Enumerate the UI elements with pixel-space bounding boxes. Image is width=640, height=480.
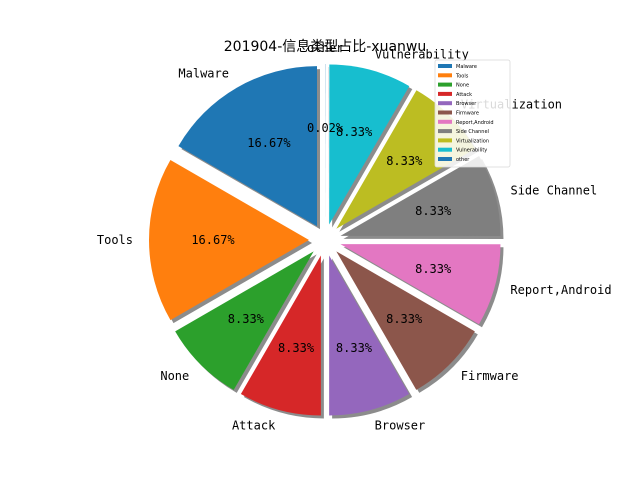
legend-swatch-firmware <box>438 110 452 115</box>
legend-label-side-channel: Side Channel <box>456 129 489 135</box>
slice-none <box>175 251 314 390</box>
percentage-labels: 16.67% 16.67% 8.33% 8.33% 8.33% 8.33% 8.33% 8.3… <box>191 121 452 355</box>
legend-label-browser: Browser <box>456 101 477 107</box>
legend-label-tools: Tools <box>455 73 469 79</box>
slice-side-channel <box>340 155 501 236</box>
legend-label-vulnerability: Vulnerability <box>456 148 487 154</box>
pct-label-virtualization: 8.33% <box>386 154 423 168</box>
legend-swatch-virtualization <box>438 138 452 143</box>
legend-box <box>434 59 511 168</box>
slice-firmware <box>336 251 475 390</box>
pct-label-tools: 16.67% <box>191 233 235 247</box>
legend-swatch-tools <box>438 73 452 78</box>
legend-swatch-other <box>438 157 452 161</box>
legend-label-virtualization: Virtualization <box>456 138 489 144</box>
legend-label-malware: Malware <box>456 64 477 70</box>
pct-label-report-android: 8.33% <box>415 262 452 276</box>
legend-swatch-report-android <box>438 119 452 124</box>
slice-report-android <box>340 244 501 325</box>
category-label-tools: Tools <box>97 233 133 247</box>
legend-swatch-vulnerability <box>438 147 452 152</box>
legend-label-other: other <box>456 157 470 163</box>
pct-label-browser: 8.33% <box>336 341 373 355</box>
legend-swatch-attack <box>438 91 452 96</box>
category-label-malware: Malware <box>178 67 229 81</box>
pct-label-none: 8.33% <box>228 312 265 326</box>
category-label-side-channel: Side Channel <box>510 183 597 197</box>
category-label-none: None <box>160 369 189 383</box>
slice-browser <box>329 255 410 416</box>
pct-label-other: 0.02% <box>307 121 344 135</box>
slice-attack <box>240 255 321 416</box>
legend-swatch-side-channel <box>438 129 452 134</box>
category-label-attack: Attack <box>232 418 276 432</box>
pct-label-side-channel: 8.33% <box>415 204 452 218</box>
pct-label-vulnerability: 8.33% <box>336 125 373 139</box>
pct-label-attack: 8.33% <box>278 341 315 355</box>
legend-swatch-browser <box>438 101 452 106</box>
legend-label-firmware: Firmware <box>456 111 479 117</box>
legend: Malware Tools None Attack Browser Firmware Rep… <box>434 59 511 168</box>
pct-label-malware: 16.67% <box>247 136 291 150</box>
category-label-report-android: Report,Android <box>510 283 611 297</box>
category-label-firmware: Firmware <box>461 369 519 383</box>
legend-label-report-android: Report,Android <box>456 120 494 126</box>
pct-label-firmware: 8.33% <box>386 312 423 326</box>
legend-label-none: None <box>456 83 469 89</box>
slice-malware <box>178 66 317 227</box>
slice-tools <box>149 160 309 321</box>
slice-vulnerability <box>329 64 410 225</box>
category-label-browser: Browser <box>375 418 426 432</box>
legend-swatch-none <box>438 82 452 87</box>
category-label-other: other <box>307 41 343 55</box>
legend-label-attack: Attack <box>456 92 472 98</box>
legend-swatch-malware <box>438 64 452 68</box>
chart-title: 201904-信息类型占比-xuanwu <box>224 38 426 55</box>
category-label-vulnerability: Vulnerability <box>375 48 469 62</box>
